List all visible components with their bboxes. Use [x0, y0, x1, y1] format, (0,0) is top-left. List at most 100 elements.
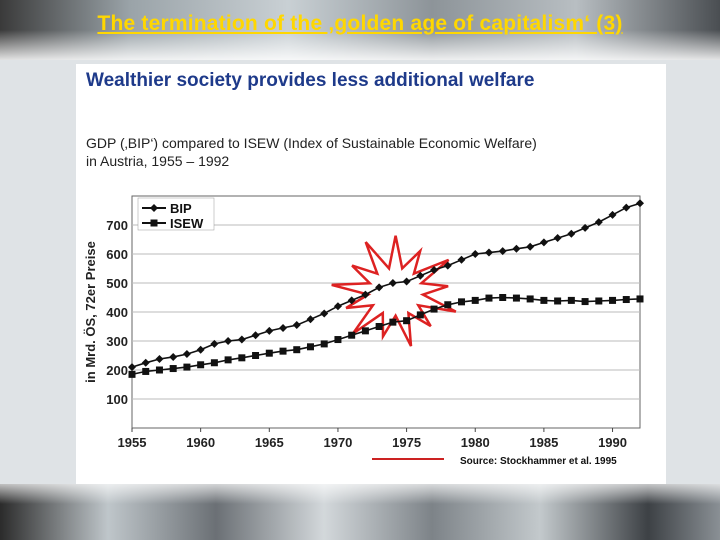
chart-subtitle-line1: GDP (‚BIP‘) compared to ISEW (Index of S…	[86, 135, 537, 151]
data-point-bip	[608, 210, 617, 219]
x-tick-label: 1990	[598, 435, 627, 450]
data-point-bip	[443, 261, 452, 270]
title-banner-fade	[0, 30, 720, 60]
data-point-bip	[498, 247, 507, 256]
data-point-isew	[265, 349, 273, 357]
data-point-bip	[402, 277, 411, 286]
data-point-bip	[457, 255, 466, 264]
data-point-isew	[210, 359, 218, 367]
x-tick-label: 1980	[461, 435, 490, 450]
data-point-bip	[279, 323, 288, 332]
data-point-bip	[430, 265, 439, 274]
data-point-isew	[183, 363, 191, 371]
data-point-bip	[306, 315, 315, 324]
data-point-bip	[471, 250, 480, 258]
x-tick-label: 1975	[392, 435, 421, 450]
y-tick-label: 600	[106, 247, 128, 262]
data-point-bip	[553, 234, 562, 243]
x-tick-label: 1965	[255, 435, 284, 450]
y-tick-label: 500	[106, 276, 128, 291]
data-point-isew	[526, 295, 534, 303]
data-point-bip	[375, 283, 384, 292]
data-point-isew	[581, 298, 589, 306]
data-point-bip	[567, 229, 576, 238]
slide-heading: Wealthier society provides less addition…	[86, 70, 535, 91]
data-point-isew	[416, 311, 424, 319]
data-point-isew	[306, 343, 314, 351]
x-tick-label: 1985	[529, 435, 558, 450]
data-point-bip	[388, 279, 397, 287]
data-point-isew	[252, 352, 260, 359]
source-underline	[372, 458, 444, 460]
data-point-bip	[484, 248, 493, 257]
data-point-bip	[155, 354, 164, 363]
data-point-isew	[197, 361, 205, 369]
data-point-isew	[595, 297, 603, 305]
data-point-bip	[237, 335, 246, 344]
data-point-isew	[128, 370, 136, 378]
data-point-bip	[141, 358, 150, 367]
data-point-isew	[567, 296, 575, 304]
data-point-isew	[499, 294, 507, 301]
data-point-bip	[196, 345, 205, 354]
x-tick-label: 1960	[186, 435, 215, 450]
data-point-bip	[361, 290, 370, 299]
data-point-bip	[292, 321, 301, 330]
data-point-isew	[142, 367, 150, 375]
data-point-isew	[554, 297, 562, 305]
y-tick-label: 300	[106, 334, 128, 349]
data-point-bip	[594, 218, 603, 227]
data-point-bip	[512, 244, 521, 253]
source-note: Source: Stockhammer et al. 1995	[460, 456, 617, 467]
data-point-bip	[224, 337, 233, 345]
x-tick-label: 1970	[323, 435, 352, 450]
data-point-isew	[622, 296, 630, 304]
y-tick-label: 700	[106, 218, 128, 233]
data-point-bip	[636, 199, 644, 208]
data-point-bip	[539, 238, 548, 247]
data-point-bip	[333, 302, 342, 311]
y-tick-label: 100	[106, 392, 128, 407]
y-tick-label: 400	[106, 305, 128, 320]
y-axis-label: in Mrd. ÖS, 72er Preise	[83, 241, 98, 383]
data-point-isew	[636, 295, 644, 303]
data-point-isew	[279, 347, 287, 355]
data-point-bip	[210, 339, 219, 348]
legend-marker-isew	[150, 219, 158, 227]
data-point-isew	[444, 301, 452, 309]
data-point-isew	[224, 356, 232, 364]
data-point-isew	[361, 327, 369, 335]
data-point-bip	[526, 242, 535, 251]
data-point-isew	[540, 296, 548, 304]
data-point-isew	[458, 298, 466, 306]
data-point-bip	[622, 203, 631, 212]
footer-shade	[0, 484, 720, 504]
legend-label-isew: ISEW	[170, 216, 204, 231]
data-point-bip	[320, 309, 329, 318]
data-point-isew	[169, 365, 177, 373]
slide-title: The termination of the ‚golden age of ca…	[97, 12, 623, 35]
data-point-isew	[293, 346, 301, 354]
chart-subtitle: GDP (‚BIP‘) compared to ISEW (Index of S…	[86, 134, 656, 170]
data-point-isew	[430, 305, 438, 313]
data-point-isew	[375, 323, 383, 330]
legend-label-bip: BIP	[170, 201, 192, 216]
data-point-isew	[485, 294, 493, 302]
data-point-isew	[334, 336, 342, 344]
data-point-bip	[169, 352, 178, 361]
legend-marker-bip	[150, 204, 158, 212]
data-point-isew	[471, 296, 479, 304]
data-point-bip	[416, 271, 425, 280]
data-point-isew	[403, 317, 411, 325]
data-point-bip	[581, 223, 590, 232]
data-point-isew	[389, 318, 397, 326]
y-tick-label: 200	[106, 363, 128, 378]
x-tick-label: 1955	[118, 435, 147, 450]
data-point-bip	[251, 331, 260, 340]
data-point-isew	[512, 294, 520, 302]
data-point-isew	[320, 340, 328, 348]
data-point-isew	[348, 331, 356, 339]
data-point-bip	[182, 350, 191, 359]
data-point-isew	[609, 296, 617, 304]
